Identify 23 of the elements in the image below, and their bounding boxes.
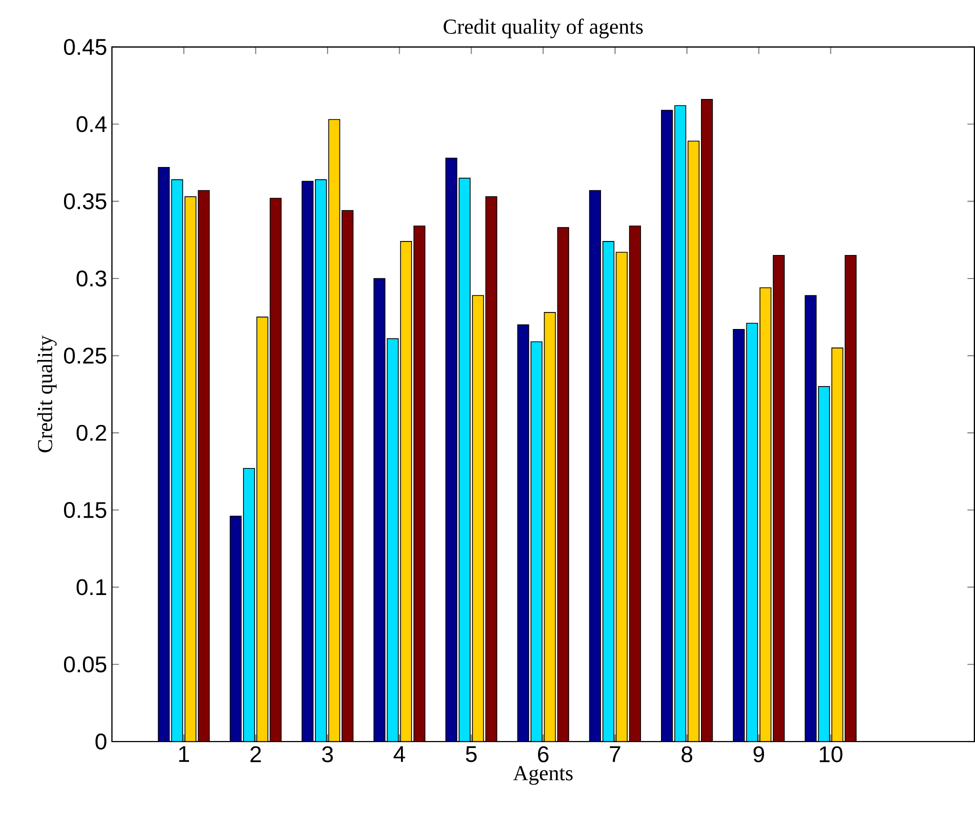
y-tick-label: 0.4	[76, 116, 107, 132]
chart-title: Credit quality of agents	[444, 18, 643, 39]
y-axis-title: Credit quality	[37, 336, 57, 453]
x-tick-label: 5	[466, 746, 477, 762]
y-tick-label: 0.3	[76, 270, 106, 287]
x-tick-label: 8	[682, 746, 692, 763]
y-tick-label: 0	[96, 734, 106, 750]
x-tick-label: 7	[610, 746, 620, 762]
x-tick-label: 4	[394, 746, 406, 762]
y-tick-label: 0.15	[64, 502, 106, 518]
x-tick-label: 2	[250, 746, 261, 762]
x-axis-title: Agents	[513, 766, 573, 786]
y-tick-label: 0.35	[64, 194, 106, 210]
y-tick-label: 0.25	[64, 348, 106, 364]
x-tick-label: 3	[322, 746, 333, 763]
y-tick-label: 0.05	[64, 656, 106, 673]
y-tick-label: 0.1	[76, 579, 106, 596]
x-tick-label: 1	[179, 746, 190, 762]
x-tick-label: 6	[538, 746, 548, 763]
x-tick-label: 9	[754, 746, 764, 763]
y-tick-label: 0.2	[76, 425, 106, 442]
y-tick-label: 0.45	[64, 39, 106, 56]
x-tick-label: 10	[820, 746, 842, 763]
